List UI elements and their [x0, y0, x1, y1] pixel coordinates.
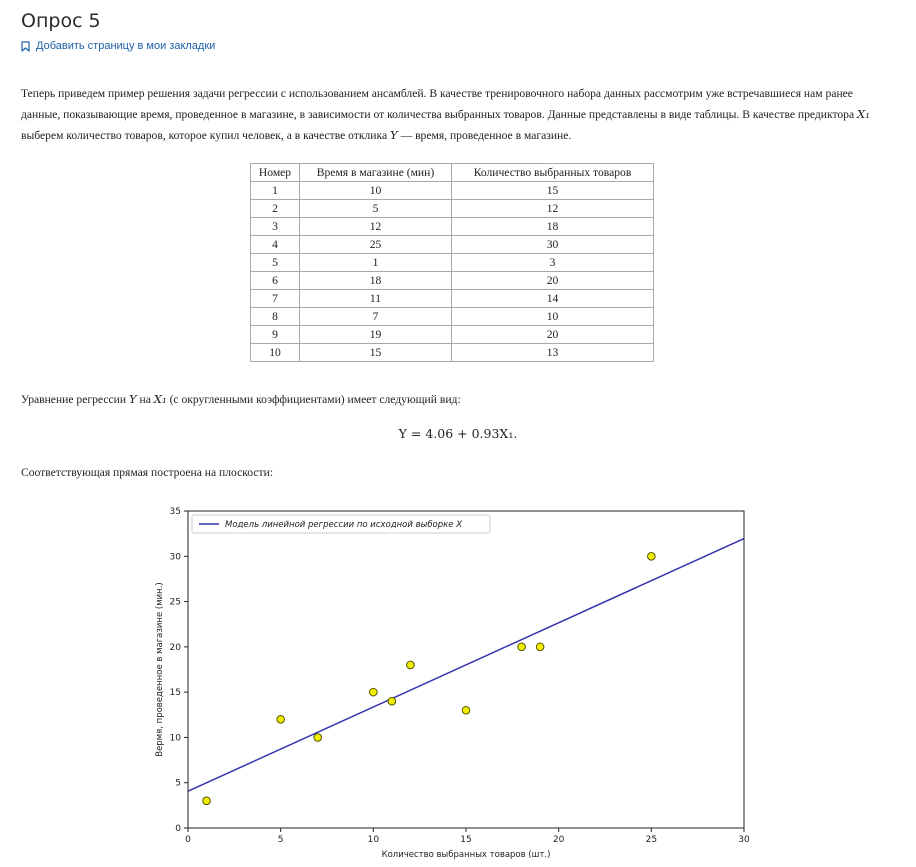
- x-tick-label: 0: [185, 835, 191, 845]
- data-point: [535, 642, 545, 652]
- bookmark-icon: [21, 40, 30, 52]
- legend-label: Модель линейной регрессии по исходной вы…: [225, 520, 462, 530]
- table-cell: 5: [299, 199, 452, 218]
- eq-intro-text-3: (с округленными коэффициентами) имеет сл…: [166, 393, 461, 406]
- table-cell: 13: [451, 343, 654, 362]
- table-cell: 12: [299, 217, 452, 236]
- plot-frame: [187, 510, 745, 829]
- bookmark-label: Добавить страницу в мои закладки: [36, 40, 216, 52]
- eq-intro-text-2: на: [136, 393, 154, 406]
- y-tick-label: 5: [175, 779, 181, 789]
- y-axis-label: Вермя, проведенное в магазине (мин.): [155, 582, 165, 757]
- y-tick-label: 25: [170, 598, 181, 608]
- data-point: [517, 642, 526, 652]
- y-tick-label: 30: [170, 552, 182, 562]
- data-point: [387, 696, 397, 706]
- plot-intro: Соответствующая прямая построена на плос…: [21, 466, 274, 479]
- x-tick-label: 25: [646, 835, 657, 845]
- table-cell: 6: [250, 271, 300, 290]
- x-tick-label: 30: [738, 835, 750, 845]
- table-cell: 18: [299, 271, 452, 290]
- eq-intro-y: Y: [128, 392, 137, 406]
- predictor-symbol: X₁: [857, 107, 870, 121]
- data-point: [313, 733, 323, 742]
- bookmark-link[interactable]: Добавить страницу в мои закладки: [21, 40, 215, 52]
- y-tick-label: 0: [175, 824, 181, 834]
- page-title: Опрос 5: [21, 10, 101, 32]
- intro-paragraph: Теперь приведем пример решения задачи ре…: [21, 83, 889, 146]
- table-cell: 11: [299, 289, 452, 308]
- table-cell: 19: [299, 325, 452, 344]
- table-cell: 7: [299, 307, 452, 326]
- x-tick-label: 5: [278, 835, 284, 845]
- table-row: 1 10 15: [250, 181, 654, 200]
- table-row: 10 15 13: [250, 343, 654, 362]
- data-point: [202, 796, 211, 806]
- data-point: [276, 715, 285, 724]
- table-row: 8 7 10: [250, 307, 654, 326]
- response-symbol: Y: [390, 128, 398, 142]
- y-tick-label: 15: [170, 688, 181, 698]
- data-point: [461, 705, 471, 715]
- table-cell: 3: [250, 217, 300, 236]
- equation-intro: Уравнение регрессии Y на X₁ (с округленн…: [21, 389, 889, 410]
- legend-box: [191, 514, 491, 534]
- eq-intro-x: X₁: [153, 392, 167, 406]
- data-point: [406, 660, 415, 670]
- y-tick-label: 20: [170, 643, 182, 653]
- table-header-cell: Время в магазине (мин): [299, 163, 452, 182]
- table-cell: 7: [250, 289, 300, 308]
- regression-equation: Y = 4.06 + 0.93X₁.: [398, 426, 518, 441]
- table-row: 4 25 30: [250, 235, 654, 254]
- eq-intro-text-1: Уравнение регрессии: [21, 393, 129, 406]
- y-tick-label: 35: [170, 507, 181, 517]
- table-cell: 10: [250, 343, 300, 362]
- table-cell: 18: [451, 217, 654, 236]
- table-cell: 15: [299, 343, 452, 362]
- data-point: [647, 551, 656, 561]
- table-cell: 30: [451, 235, 654, 254]
- table-header-cell: Количество выбранных товаров: [451, 163, 654, 182]
- table-cell: 5: [250, 253, 300, 272]
- table-cell: 15: [451, 181, 654, 200]
- table-cell: 3: [451, 253, 654, 272]
- table-header-cell: Номер: [250, 163, 300, 182]
- y-tick-label: 10: [170, 733, 182, 743]
- table-row: 7 11 14: [250, 289, 654, 308]
- regression-chart: 0 5 10 15 20 25 30 0 5 10 15 20 25 30 35 Количество выб…: [155, 507, 750, 860]
- table-cell: 1: [299, 253, 452, 272]
- table-cell: 9: [250, 325, 300, 344]
- table-cell: 4: [250, 235, 300, 254]
- data-table: Номер Время в магазине (мин) Количество …: [250, 163, 654, 362]
- intro-text-2: выберем количество товаров, которое купи…: [21, 129, 391, 142]
- table-row: 9 19 20: [250, 325, 654, 344]
- x-tick-label: 20: [553, 835, 565, 845]
- x-axis-label: Количество выбранных товаров (шт.): [382, 850, 551, 860]
- table-cell: 10: [451, 307, 654, 326]
- table-cell: 2: [250, 199, 300, 218]
- table-row: 2 5 12: [250, 199, 654, 218]
- intro-text-3: — время, проведенное в магазине.: [397, 129, 572, 142]
- table-cell: 20: [451, 271, 654, 290]
- regression-line: [187, 537, 745, 792]
- table-row: 6 18 20: [250, 271, 654, 290]
- table-cell: 25: [299, 235, 452, 254]
- table-cell: 8: [250, 307, 300, 326]
- table-header-row: Номер Время в магазине (мин) Количество …: [250, 163, 654, 182]
- x-tick-label: 10: [368, 835, 380, 845]
- table-row: 3 12 18: [250, 217, 654, 236]
- table-cell: 12: [451, 199, 654, 218]
- table-cell: 14: [451, 289, 654, 308]
- x-tick-label: 15: [460, 835, 471, 845]
- table-cell: 20: [451, 325, 654, 344]
- table-cell: 10: [299, 181, 452, 200]
- data-point: [369, 687, 378, 697]
- intro-text-1: Теперь приведем пример решения задачи ре…: [21, 87, 858, 121]
- table-cell: 1: [250, 181, 300, 200]
